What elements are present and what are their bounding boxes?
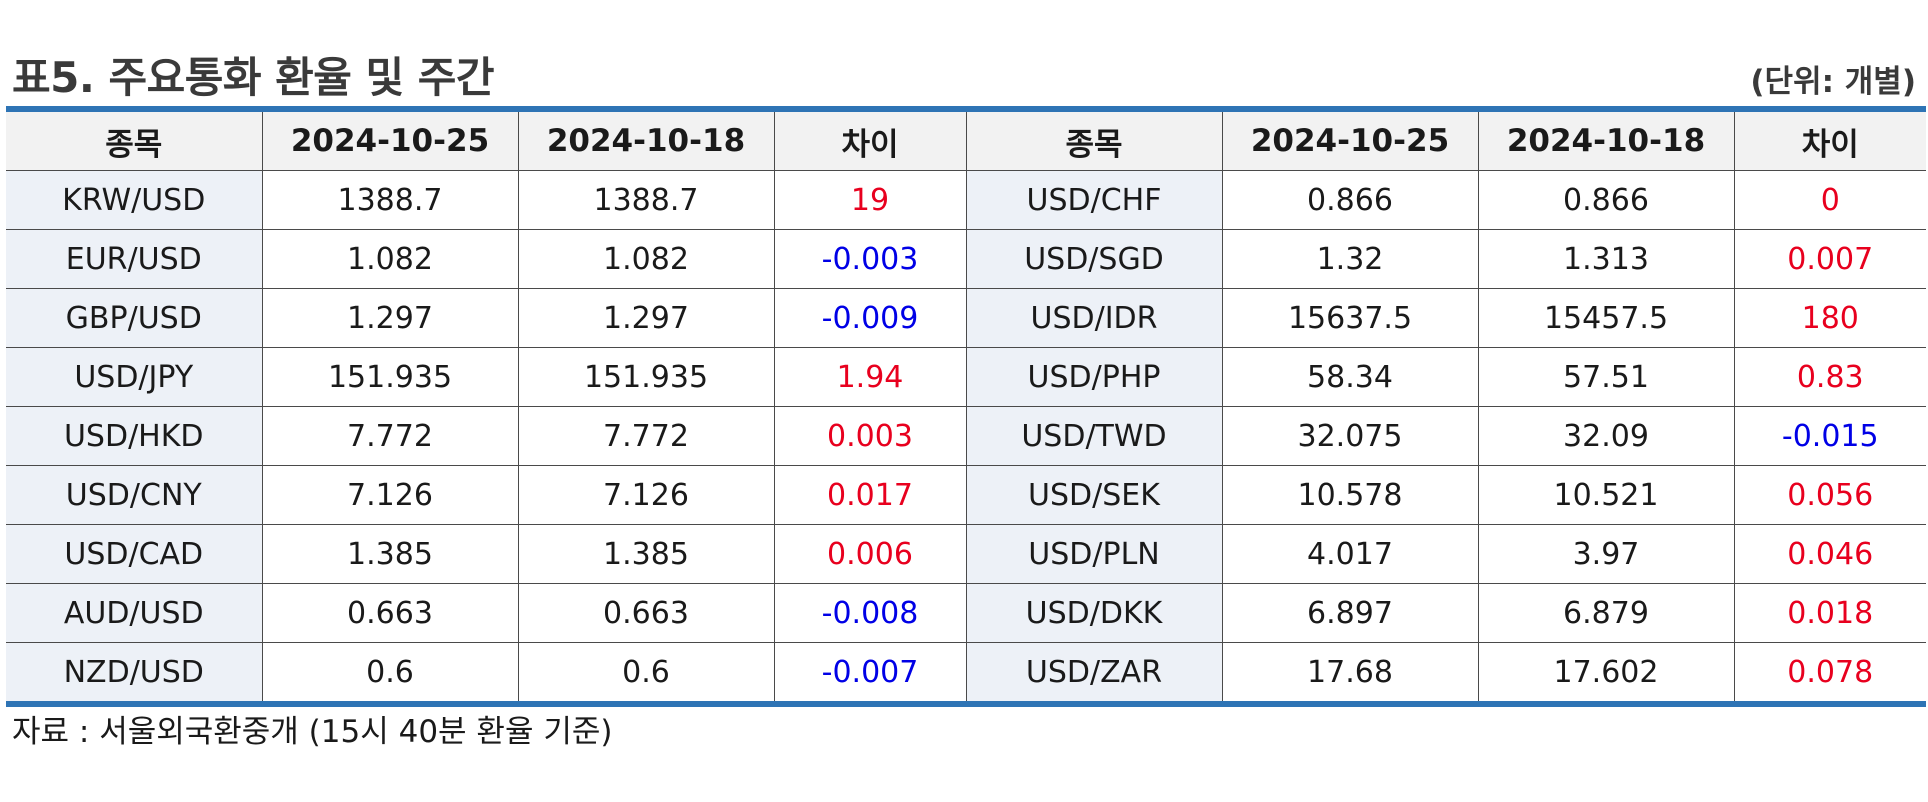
previous-rate-cell: 0.663 [517, 583, 774, 643]
current-rate-cell: 7.126 [261, 465, 518, 525]
previous-rate-cell: 0.6 [517, 642, 774, 701]
previous-rate-cell: 151.935 [517, 347, 774, 407]
previous-rate-cell: 6.879 [1477, 583, 1734, 643]
currency-pair-cell: USD/SEK [965, 465, 1222, 525]
previous-rate-cell: 10.521 [1477, 465, 1734, 525]
diff-cell: 0.017 [773, 465, 966, 525]
current-rate-cell: 1.32 [1221, 229, 1478, 289]
diff-cell: 0 [1733, 170, 1926, 230]
current-rate-cell: 32.075 [1221, 406, 1478, 466]
table-row: USD/CAD 1.385 1.385 0.006 USD/PLN 4.017 … [6, 524, 1926, 584]
header-row: 종목 2024-10-25 2024-10-18 차이 종목 2024-10-2… [6, 112, 1926, 171]
diff-cell: 1.94 [773, 347, 966, 407]
previous-rate-cell: 1.082 [517, 229, 774, 289]
current-rate-cell: 15637.5 [1221, 288, 1478, 348]
currency-pair-cell: USD/PLN [965, 524, 1222, 584]
header-current-date-right: 2024-10-25 [1221, 112, 1478, 171]
current-rate-cell: 7.772 [261, 406, 518, 466]
fx-rate-table: 종목 2024-10-25 2024-10-18 차이 종목 2024-10-2… [6, 112, 1926, 701]
previous-rate-cell: 3.97 [1477, 524, 1734, 584]
header-diff-right: 차이 [1733, 112, 1926, 171]
previous-rate-cell: 7.772 [517, 406, 774, 466]
currency-pair-cell: USD/IDR [965, 288, 1222, 348]
header-previous-date-right: 2024-10-18 [1477, 112, 1734, 171]
current-rate-cell: 151.935 [261, 347, 518, 407]
table-row: USD/JPY 151.935 151.935 1.94 USD/PHP 58.… [6, 347, 1926, 407]
title-row: 표5. 주요통화 환율 및 주간 (단위: 개별) [12, 44, 1916, 102]
currency-pair-cell: USD/CNY [6, 465, 262, 525]
diff-cell: -0.003 [773, 229, 966, 289]
diff-cell: 0.003 [773, 406, 966, 466]
previous-rate-cell: 1388.7 [517, 170, 774, 230]
diff-cell: 0.007 [1733, 229, 1926, 289]
currency-pair-cell: USD/DKK [965, 583, 1222, 643]
table-title: 표5. 주요통화 환율 및 주간 [12, 53, 495, 102]
currency-pair-cell: KRW/USD [6, 170, 262, 230]
diff-cell: 19 [773, 170, 966, 230]
table-row: USD/HKD 7.772 7.772 0.003 USD/TWD 32.075… [6, 406, 1926, 466]
currency-pair-cell: AUD/USD [6, 583, 262, 643]
currency-pair-cell: USD/ZAR [965, 642, 1222, 701]
source-note: 자료 : 서울외국환중개 (15시 40분 환율 기준) [12, 714, 613, 750]
table-row: KRW/USD 1388.7 1388.7 19 USD/CHF 0.866 0… [6, 170, 1926, 230]
currency-pair-cell: USD/HKD [6, 406, 262, 466]
header-diff-left: 차이 [773, 112, 966, 171]
diff-cell: -0.008 [773, 583, 966, 643]
header-current-date-left: 2024-10-25 [261, 112, 518, 171]
previous-rate-cell: 1.313 [1477, 229, 1734, 289]
currency-pair-cell: USD/PHP [965, 347, 1222, 407]
current-rate-cell: 0.6 [261, 642, 518, 701]
currency-pair-cell: USD/CAD [6, 524, 262, 584]
table-row: AUD/USD 0.663 0.663 -0.008 USD/DKK 6.897… [6, 583, 1926, 643]
currency-pair-cell: NZD/USD [6, 642, 262, 701]
currency-pair-cell: USD/TWD [965, 406, 1222, 466]
table-row: USD/CNY 7.126 7.126 0.017 USD/SEK 10.578… [6, 465, 1926, 525]
diff-cell: -0.007 [773, 642, 966, 701]
unit-label: (단위: 개별) [1750, 64, 1916, 100]
table-row: GBP/USD 1.297 1.297 -0.009 USD/IDR 15637… [6, 288, 1926, 348]
previous-rate-cell: 17.602 [1477, 642, 1734, 701]
diff-cell: -0.009 [773, 288, 966, 348]
currency-pair-cell: EUR/USD [6, 229, 262, 289]
current-rate-cell: 10.578 [1221, 465, 1478, 525]
current-rate-cell: 58.34 [1221, 347, 1478, 407]
previous-rate-cell: 1.385 [517, 524, 774, 584]
header-item-right: 종목 [965, 112, 1222, 171]
current-rate-cell: 17.68 [1221, 642, 1478, 701]
header-previous-date-left: 2024-10-18 [517, 112, 774, 171]
fx-table-container: 종목 2024-10-25 2024-10-18 차이 종목 2024-10-2… [6, 106, 1926, 707]
previous-rate-cell: 7.126 [517, 465, 774, 525]
currency-pair-cell: USD/JPY [6, 347, 262, 407]
previous-rate-cell: 15457.5 [1477, 288, 1734, 348]
current-rate-cell: 1.297 [261, 288, 518, 348]
currency-pair-cell: GBP/USD [6, 288, 262, 348]
diff-cell: -0.015 [1733, 406, 1926, 466]
header-item-left: 종목 [6, 112, 262, 171]
previous-rate-cell: 32.09 [1477, 406, 1734, 466]
diff-cell: 180 [1733, 288, 1926, 348]
diff-cell: 0.056 [1733, 465, 1926, 525]
current-rate-cell: 4.017 [1221, 524, 1478, 584]
currency-pair-cell: USD/CHF [965, 170, 1222, 230]
current-rate-cell: 0.866 [1221, 170, 1478, 230]
diff-cell: 0.046 [1733, 524, 1926, 584]
previous-rate-cell: 57.51 [1477, 347, 1734, 407]
current-rate-cell: 6.897 [1221, 583, 1478, 643]
current-rate-cell: 1.385 [261, 524, 518, 584]
diff-cell: 0.078 [1733, 642, 1926, 701]
table-row: EUR/USD 1.082 1.082 -0.003 USD/SGD 1.32 … [6, 229, 1926, 289]
current-rate-cell: 0.663 [261, 583, 518, 643]
previous-rate-cell: 0.866 [1477, 170, 1734, 230]
diff-cell: 0.018 [1733, 583, 1926, 643]
previous-rate-cell: 1.297 [517, 288, 774, 348]
current-rate-cell: 1.082 [261, 229, 518, 289]
table-row: NZD/USD 0.6 0.6 -0.007 USD/ZAR 17.68 17.… [6, 642, 1926, 701]
diff-cell: 0.006 [773, 524, 966, 584]
current-rate-cell: 1388.7 [261, 170, 518, 230]
currency-pair-cell: USD/SGD [965, 229, 1222, 289]
diff-cell: 0.83 [1733, 347, 1926, 407]
